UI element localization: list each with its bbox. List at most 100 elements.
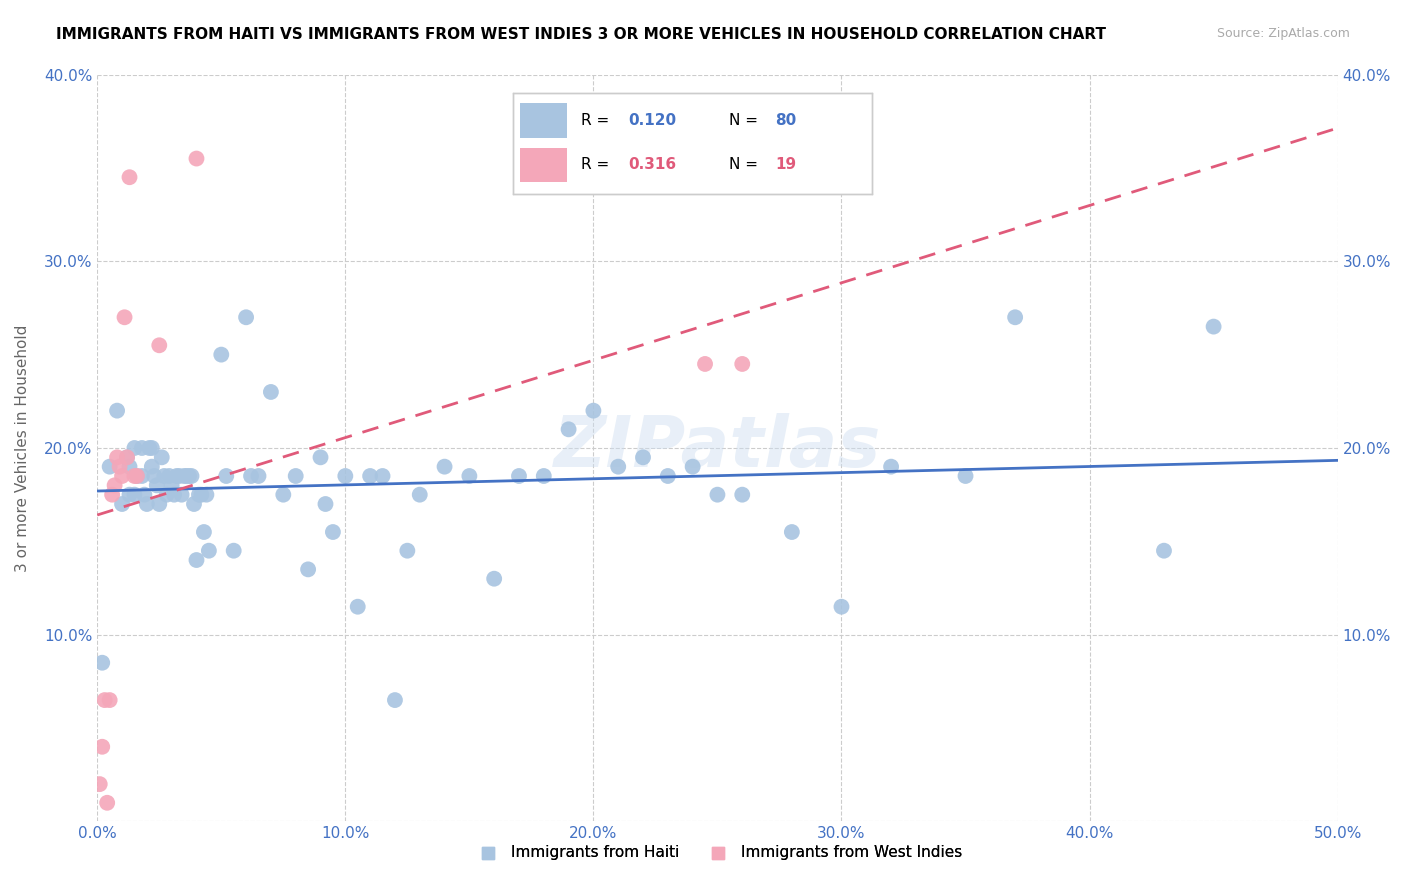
Point — [309, 450, 332, 465]
Point — [141, 459, 163, 474]
Point — [125, 469, 148, 483]
Point — [247, 469, 270, 483]
Point — [115, 450, 138, 465]
Point — [104, 478, 127, 492]
Point — [183, 497, 205, 511]
Point — [433, 459, 456, 474]
Point — [150, 450, 173, 465]
Point — [371, 469, 394, 483]
Point — [91, 739, 114, 754]
Point — [167, 469, 190, 483]
Point — [170, 488, 193, 502]
Text: Source: ZipAtlas.com: Source: ZipAtlas.com — [1216, 27, 1350, 40]
Text: ZIPatlas: ZIPatlas — [554, 414, 882, 483]
Point — [582, 403, 605, 417]
Point — [111, 469, 134, 483]
Point — [780, 524, 803, 539]
Point — [359, 469, 381, 483]
Point — [96, 796, 118, 810]
Point — [124, 441, 146, 455]
Text: IMMIGRANTS FROM HAITI VS IMMIGRANTS FROM WEST INDIES 3 OR MORE VEHICLES IN HOUSE: IMMIGRANTS FROM HAITI VS IMMIGRANTS FROM… — [56, 27, 1107, 42]
Point — [105, 450, 128, 465]
Point — [115, 450, 138, 465]
Point — [346, 599, 368, 614]
Point — [396, 543, 419, 558]
Point — [271, 488, 294, 502]
Point — [880, 459, 903, 474]
Point — [731, 357, 754, 371]
Y-axis label: 3 or more Vehicles in Household: 3 or more Vehicles in Household — [15, 325, 30, 572]
Point — [508, 469, 530, 483]
Point — [955, 469, 977, 483]
Point — [124, 488, 146, 502]
Point — [166, 469, 188, 483]
Point — [141, 441, 163, 455]
Point — [260, 384, 283, 399]
Point — [190, 488, 212, 502]
Point — [114, 310, 136, 325]
Point — [186, 553, 208, 567]
Point — [335, 469, 357, 483]
Point — [607, 459, 630, 474]
Point — [124, 469, 146, 483]
Point — [222, 543, 245, 558]
Point — [195, 488, 218, 502]
Point — [209, 348, 232, 362]
Point — [1202, 319, 1225, 334]
Point — [198, 543, 221, 558]
Point — [98, 693, 121, 707]
Point — [193, 524, 215, 539]
Point — [157, 469, 180, 483]
Point — [409, 488, 432, 502]
Point — [160, 478, 183, 492]
Point — [458, 469, 481, 483]
Point — [118, 459, 141, 474]
Point — [1004, 310, 1026, 325]
Legend: Immigrants from Haiti, Immigrants from West Indies: Immigrants from Haiti, Immigrants from W… — [467, 838, 967, 866]
Point — [131, 469, 153, 483]
Point — [153, 469, 176, 483]
Point — [173, 469, 195, 483]
Point — [482, 572, 505, 586]
Point — [284, 469, 307, 483]
Point — [384, 693, 406, 707]
Point — [235, 310, 257, 325]
Point — [657, 469, 679, 483]
Point — [89, 777, 111, 791]
Point — [186, 152, 208, 166]
Point — [163, 488, 186, 502]
Point — [138, 441, 160, 455]
Point — [177, 469, 200, 483]
Point — [134, 488, 156, 502]
Point — [105, 403, 128, 417]
Point — [156, 488, 179, 502]
Point — [131, 441, 153, 455]
Point — [91, 656, 114, 670]
Point — [533, 469, 555, 483]
Point — [98, 459, 121, 474]
Point — [118, 488, 141, 502]
Point — [148, 338, 170, 352]
Point — [146, 478, 169, 492]
Point — [297, 562, 319, 576]
Point — [322, 524, 344, 539]
Point — [188, 488, 211, 502]
Point — [135, 497, 157, 511]
Point — [118, 170, 141, 185]
Point — [731, 488, 754, 502]
Point — [314, 497, 336, 511]
Point — [125, 469, 148, 483]
Point — [111, 497, 134, 511]
Point — [682, 459, 704, 474]
Point — [148, 497, 170, 511]
Point — [706, 488, 728, 502]
Point — [240, 469, 263, 483]
Point — [143, 469, 166, 483]
Point — [176, 469, 198, 483]
Point — [830, 599, 852, 614]
Point — [215, 469, 238, 483]
Point — [101, 488, 124, 502]
Point — [93, 693, 115, 707]
Point — [1153, 543, 1175, 558]
Point — [557, 422, 579, 436]
